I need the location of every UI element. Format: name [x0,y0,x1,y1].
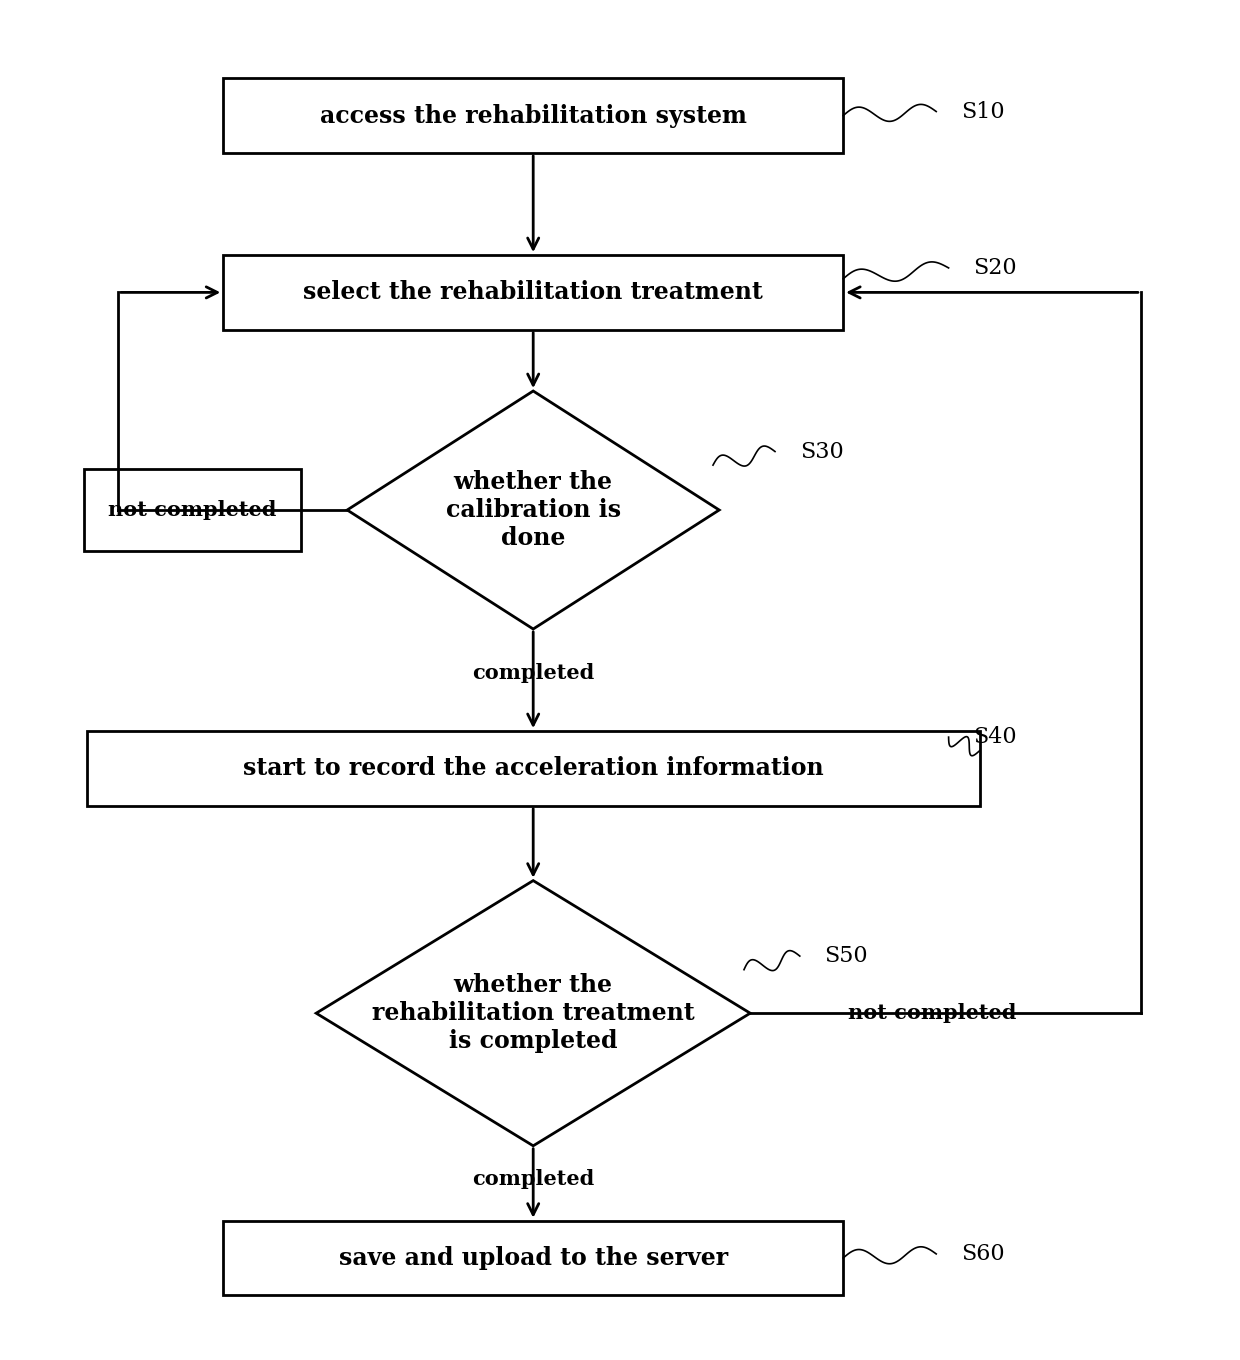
Text: S50: S50 [825,945,868,967]
Text: S30: S30 [800,441,843,462]
Polygon shape [316,881,750,1145]
Text: whether the
rehabilitation treatment
is completed: whether the rehabilitation treatment is … [372,974,694,1053]
FancyBboxPatch shape [223,1221,843,1295]
FancyBboxPatch shape [87,732,980,805]
Text: not completed: not completed [108,500,277,520]
Text: completed: completed [472,1170,594,1189]
FancyBboxPatch shape [223,78,843,154]
Text: S40: S40 [973,726,1017,748]
Text: S60: S60 [961,1243,1004,1265]
Text: save and upload to the server: save and upload to the server [339,1246,728,1270]
Text: start to record the acceleration information: start to record the acceleration informa… [243,756,823,781]
Text: completed: completed [472,664,594,683]
Text: access the rehabilitation system: access the rehabilitation system [320,103,746,128]
Text: select the rehabilitation treatment: select the rehabilitation treatment [304,280,763,305]
Polygon shape [347,392,719,628]
Text: whether the
calibration is
done: whether the calibration is done [445,471,621,549]
FancyBboxPatch shape [223,254,843,329]
FancyBboxPatch shape [84,469,300,551]
Text: not completed: not completed [848,1004,1017,1023]
Text: S20: S20 [973,257,1017,279]
Text: S10: S10 [961,101,1004,122]
